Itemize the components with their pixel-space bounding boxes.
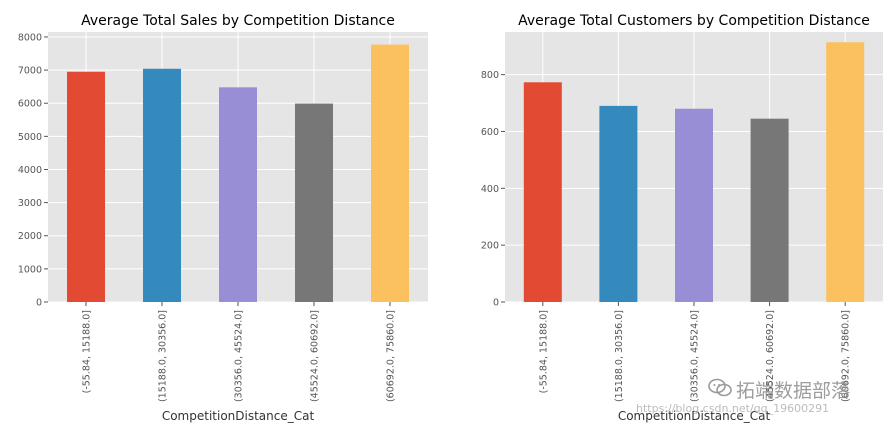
x-tick-label: (15188.0, 30356.0] (158, 310, 169, 402)
y-tick-label: 400 (481, 184, 499, 195)
bar (750, 118, 789, 303)
y-tick-label: 6000 (18, 99, 42, 110)
x-tick-label: (30356.0, 45524.0] (234, 310, 245, 402)
x-tick-label: (-55.84, 15188.0] (82, 310, 93, 393)
y-tick-label: 4000 (18, 165, 42, 176)
bar (67, 71, 105, 302)
bar (295, 103, 333, 302)
y-tick-label: 800 (481, 70, 499, 81)
customers-chart: Average Total Customers by Competition D… (481, 13, 883, 423)
x-ticks: (-55.84, 15188.0] (15188.0, 30356.0] (3035… (538, 302, 852, 402)
bar (675, 108, 713, 302)
chart-title: Average Total Sales by Competition Dista… (81, 13, 395, 29)
y-tick-label: 0 (36, 298, 42, 309)
x-axis-label: CompetitionDistance_Cat (618, 409, 771, 423)
y-tick-label: 0 (493, 298, 499, 309)
bar (143, 68, 181, 302)
y-tick-label: 7000 (18, 66, 42, 77)
x-tick-label: (45524.0, 60692.0] (310, 310, 321, 402)
y-tick-label: 8000 (18, 32, 42, 43)
y-tick-label: 2000 (18, 231, 42, 242)
x-tick-label: (15188.0, 30356.0] (614, 310, 625, 402)
chart-title: Average Total Customers by Competition D… (518, 13, 870, 29)
sales-chart: Average Total Sales by Competition Dista… (18, 13, 428, 423)
x-tick-label: (45524.0, 60692.0] (765, 310, 776, 402)
y-ticks: 0 200 400 600 800 (481, 70, 505, 309)
bar (826, 42, 865, 303)
x-tick-label: (60692.0, 75860.0] (841, 310, 852, 402)
y-tick-label: 3000 (18, 198, 42, 209)
bars (67, 44, 409, 302)
bars (523, 42, 865, 303)
x-ticks: (-55.84, 15188.0] (15188.0, 30356.0] (3035… (82, 302, 397, 402)
x-tick-label: (-55.84, 15188.0] (538, 310, 549, 393)
x-tick-label: (30356.0, 45524.0] (690, 310, 701, 402)
y-tick-label: 200 (481, 241, 499, 252)
bar (523, 82, 562, 302)
y-ticks: 0 1000 2000 3000 4000 5000 6000 7000 8000 (18, 32, 48, 309)
y-tick-label: 600 (481, 127, 499, 138)
x-axis-label: CompetitionDistance_Cat (162, 409, 315, 423)
bar (599, 105, 638, 302)
x-tick-label: (60692.0, 75860.0] (386, 310, 397, 402)
bar (371, 44, 409, 302)
bar (219, 87, 257, 302)
y-tick-label: 1000 (18, 264, 42, 275)
y-tick-label: 5000 (18, 132, 42, 143)
